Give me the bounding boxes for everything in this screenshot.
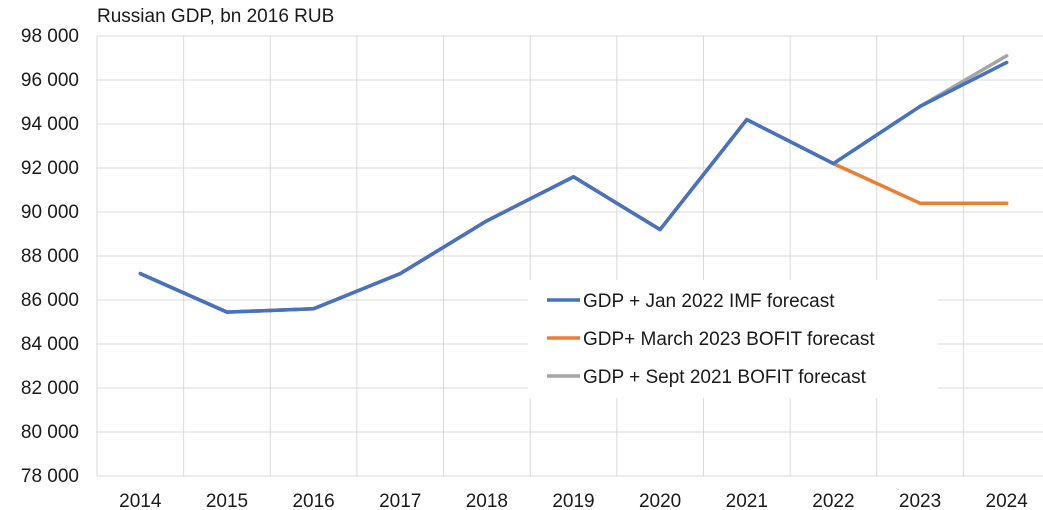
x-tick-label: 2015 [206,491,248,510]
x-tick-label: 2021 [726,491,768,510]
y-tick-label: 82 000 [21,378,79,399]
chart-title: Russian GDP, bn 2016 RUB [97,6,335,27]
x-tick-label: 2024 [986,491,1029,510]
x-tick-label: 2014 [119,491,162,510]
grid-lines [96,35,1043,477]
x-tick-label: 2019 [552,491,594,510]
x-tick-label: 2022 [812,491,854,510]
y-tick-label: 92 000 [21,158,79,179]
legend-background [528,280,938,398]
legend-label: GDP+ March 2023 BOFIT forecast [583,329,875,350]
y-tick-label: 88 000 [21,246,79,267]
y-tick-label: 96 000 [21,70,79,91]
x-tick-label: 2016 [292,491,334,510]
x-tick-label: 2017 [379,491,421,510]
legend-label: GDP + Jan 2022 IMF forecast [583,291,835,312]
y-axis-tick-labels: 78 000 80 000 82 000 84 000 86 000 88 000 90 0… [21,26,79,487]
x-tick-label: 2023 [899,491,941,510]
y-tick-label: 78 000 [21,466,79,487]
legend-label: GDP + Sept 2021 BOFIT forecast [583,367,867,388]
x-tick-label: 2020 [639,491,681,510]
series-lines [138,54,1009,314]
y-tick-label: 86 000 [21,290,79,311]
legend-box [528,280,938,398]
x-tick-label: 2018 [466,491,508,510]
y-tick-label: 90 000 [21,202,79,223]
x-axis-tick-labels: 2014 2015 2016 2017 2018 2019 2020 2021 2022 2023… [119,491,1028,510]
y-tick-label: 84 000 [21,334,79,355]
y-tick-label: 80 000 [21,422,79,443]
legend: GDP + Jan 2022 IMF forecast GDP+ March 20… [547,291,875,388]
y-tick-label: 98 000 [21,26,79,47]
y-tick-label: 94 000 [21,114,79,135]
series-line [138,60,1009,314]
